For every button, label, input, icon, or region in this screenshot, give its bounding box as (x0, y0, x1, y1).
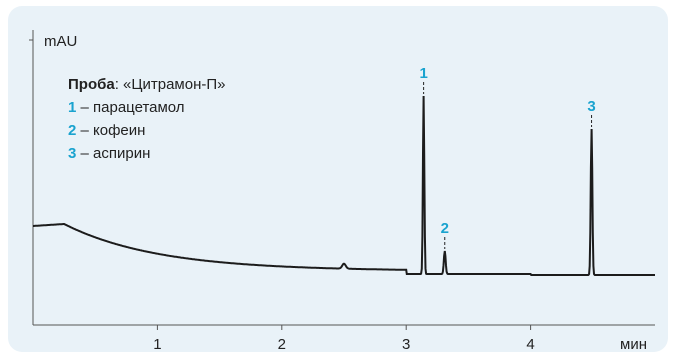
x-axis-unit: мин (620, 336, 647, 353)
legend: Проба: «Цитрамон-П» 1 – парацетамол 2 – … (68, 76, 225, 162)
chromatogram-trace (33, 95, 655, 276)
legend-title: Проба (68, 76, 115, 93)
legend-entry-3: 3 – аспирин (68, 145, 150, 162)
legend-sample-name: : «Цитрамон-П» (115, 76, 226, 93)
peak-label: 2 (441, 220, 449, 237)
y-axis-unit: mAU (44, 33, 77, 50)
peak-label: 3 (587, 98, 595, 115)
legend-entry-1: 1 – парацетамол (68, 99, 185, 116)
x-tick-label: 2 (278, 336, 286, 353)
legend-entry-label: – аспирин (76, 145, 150, 162)
legend-sample: Проба: «Цитрамон-П» (68, 76, 225, 93)
legend-entry-number: 3 (68, 145, 76, 162)
x-ticks: 1 2 3 4 (153, 325, 535, 353)
x-tick-label: 1 (153, 336, 161, 353)
chart-panel (8, 6, 668, 352)
legend-entry-2: 2 – кофеин (68, 122, 145, 139)
legend-entry-label: – парацетамол (76, 99, 184, 116)
peak-labels: 1 2 3 (419, 65, 596, 249)
x-tick-label: 3 (402, 336, 410, 353)
legend-entry-label: – кофеин (76, 122, 145, 139)
legend-entry-number: 2 (68, 122, 76, 139)
x-tick-label: 4 (526, 336, 534, 353)
legend-entry-number: 1 (68, 99, 76, 116)
peak-label: 1 (419, 65, 427, 82)
